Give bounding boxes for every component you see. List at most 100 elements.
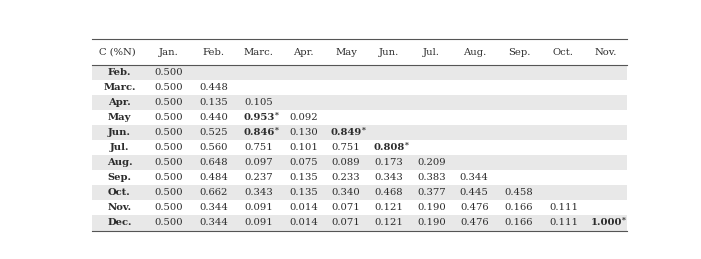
- Text: 0.751: 0.751: [332, 143, 360, 152]
- Text: Aug.: Aug.: [463, 47, 486, 56]
- Bar: [326, 80, 367, 95]
- Bar: [367, 39, 411, 65]
- Bar: [541, 170, 585, 185]
- Bar: [541, 39, 585, 65]
- Text: 0.135: 0.135: [199, 98, 228, 107]
- Bar: [191, 80, 236, 95]
- Bar: [236, 170, 282, 185]
- Bar: [411, 140, 452, 155]
- Bar: [326, 170, 367, 185]
- Bar: [452, 110, 496, 125]
- Bar: [282, 95, 326, 110]
- Bar: [326, 215, 367, 231]
- Bar: [452, 200, 496, 215]
- Bar: [541, 125, 585, 140]
- Bar: [147, 39, 191, 65]
- Text: 0.525: 0.525: [199, 128, 228, 137]
- Text: 0.468: 0.468: [374, 188, 403, 197]
- Bar: [496, 200, 541, 215]
- Text: 0.121: 0.121: [374, 219, 403, 227]
- Bar: [282, 125, 326, 140]
- Bar: [411, 185, 452, 200]
- Bar: [367, 80, 411, 95]
- Bar: [585, 39, 627, 65]
- Bar: [282, 110, 326, 125]
- Bar: [92, 39, 147, 65]
- Bar: [496, 140, 541, 155]
- Text: 0.190: 0.190: [417, 203, 446, 212]
- Bar: [452, 95, 496, 110]
- Bar: [585, 140, 627, 155]
- Bar: [452, 39, 496, 65]
- Text: 0.476: 0.476: [460, 203, 489, 212]
- Bar: [282, 39, 326, 65]
- Bar: [541, 95, 585, 110]
- Text: Nov.: Nov.: [595, 47, 618, 56]
- Bar: [92, 200, 147, 215]
- Bar: [585, 80, 627, 95]
- Text: 0.500: 0.500: [155, 219, 184, 227]
- Text: 0.111: 0.111: [549, 203, 578, 212]
- Bar: [191, 39, 236, 65]
- Bar: [147, 80, 191, 95]
- Bar: [326, 95, 367, 110]
- Bar: [92, 95, 147, 110]
- Text: 0.953: 0.953: [243, 113, 275, 122]
- Text: 0.343: 0.343: [374, 173, 403, 182]
- Bar: [92, 185, 147, 200]
- Bar: [191, 185, 236, 200]
- Text: Oct.: Oct.: [108, 188, 131, 197]
- Bar: [496, 39, 541, 65]
- Text: 0.500: 0.500: [155, 128, 184, 137]
- Bar: [367, 110, 411, 125]
- Bar: [496, 185, 541, 200]
- Text: 0.458: 0.458: [505, 188, 533, 197]
- Bar: [541, 200, 585, 215]
- Text: 0.560: 0.560: [200, 143, 228, 152]
- Bar: [496, 110, 541, 125]
- Bar: [191, 170, 236, 185]
- Bar: [496, 95, 541, 110]
- Text: Aug.: Aug.: [107, 158, 132, 167]
- Text: 0.101: 0.101: [290, 143, 318, 152]
- Text: 0.135: 0.135: [290, 188, 318, 197]
- Bar: [92, 170, 147, 185]
- Text: 0.233: 0.233: [332, 173, 360, 182]
- Bar: [236, 110, 282, 125]
- Text: 0.091: 0.091: [245, 219, 273, 227]
- Bar: [496, 215, 541, 231]
- Bar: [92, 110, 147, 125]
- Text: 0.500: 0.500: [155, 203, 184, 212]
- Text: 0.448: 0.448: [199, 83, 228, 92]
- Text: 0.166: 0.166: [505, 219, 533, 227]
- Bar: [326, 185, 367, 200]
- Bar: [541, 65, 585, 80]
- Text: Oct.: Oct.: [553, 47, 574, 56]
- Bar: [282, 200, 326, 215]
- Text: 0.476: 0.476: [460, 219, 489, 227]
- Bar: [191, 125, 236, 140]
- Bar: [411, 65, 452, 80]
- Text: Dec.: Dec.: [107, 219, 132, 227]
- Bar: [585, 170, 627, 185]
- Text: 0.500: 0.500: [155, 83, 184, 92]
- Bar: [236, 155, 282, 170]
- Text: 0.500: 0.500: [155, 98, 184, 107]
- Bar: [282, 170, 326, 185]
- Text: 0.089: 0.089: [332, 158, 360, 167]
- Text: C (%N): C (%N): [99, 47, 135, 56]
- Text: 0.849: 0.849: [330, 128, 362, 137]
- Text: 0.166: 0.166: [505, 203, 533, 212]
- Bar: [236, 140, 282, 155]
- Bar: [326, 65, 367, 80]
- Text: 0.808: 0.808: [373, 143, 404, 152]
- Bar: [236, 215, 282, 231]
- Text: 0.440: 0.440: [199, 113, 228, 122]
- Bar: [191, 65, 236, 80]
- Bar: [191, 215, 236, 231]
- Bar: [496, 170, 541, 185]
- Bar: [147, 125, 191, 140]
- Bar: [452, 215, 496, 231]
- Bar: [147, 110, 191, 125]
- Bar: [147, 170, 191, 185]
